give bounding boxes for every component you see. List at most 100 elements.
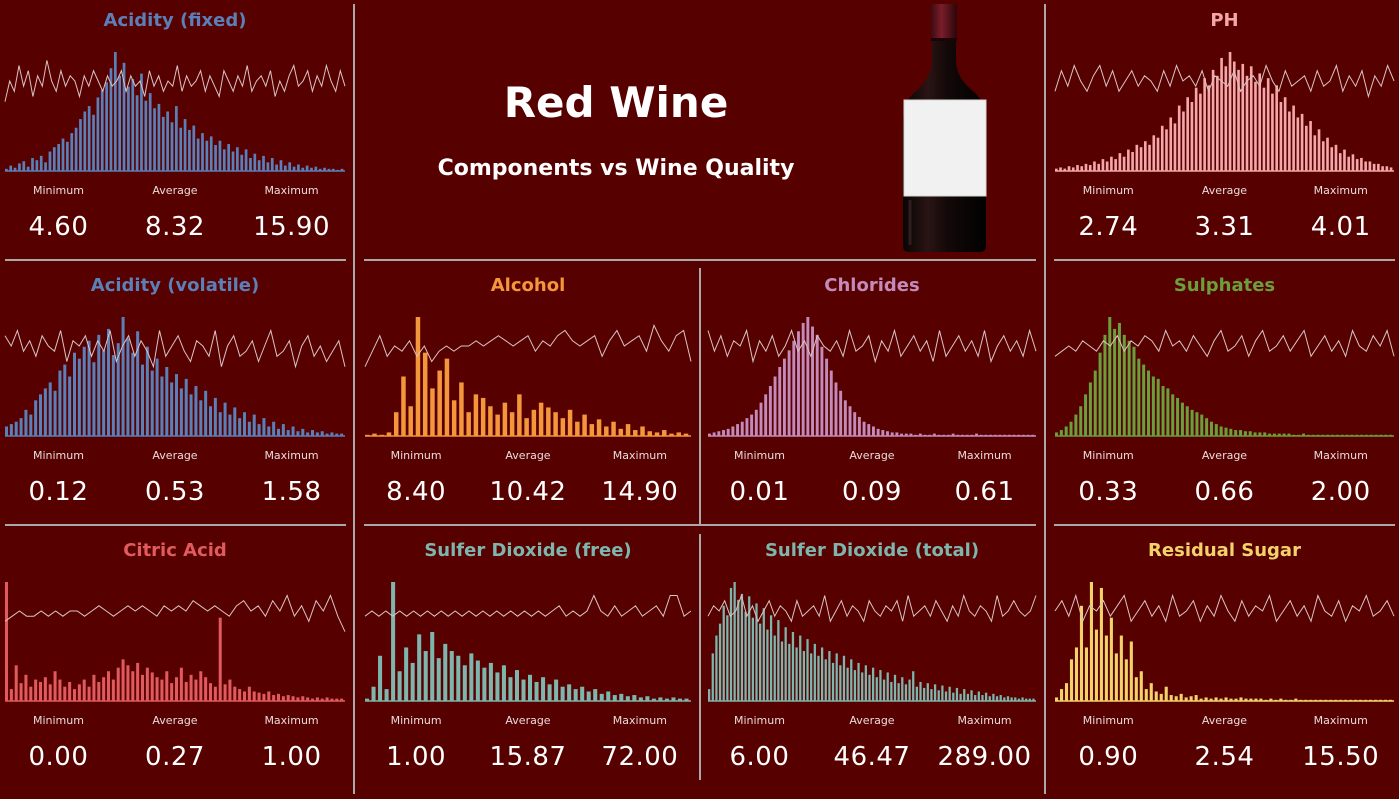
histogram-bar xyxy=(1174,696,1178,701)
histogram-bar xyxy=(1137,358,1141,436)
histogram-bar xyxy=(1283,97,1287,171)
histogram-bar xyxy=(1360,157,1363,171)
histogram-bar xyxy=(1003,434,1007,436)
histogram-bar xyxy=(1161,386,1165,436)
histogram-bar xyxy=(1055,168,1058,171)
divider-h-r2 xyxy=(1054,524,1395,526)
histogram-bar xyxy=(1245,75,1249,171)
histogram-bar xyxy=(266,162,270,171)
divider-right xyxy=(1044,4,1046,794)
histogram-bar xyxy=(1287,433,1291,436)
histogram-bar xyxy=(946,434,950,436)
histogram-bar xyxy=(127,86,130,171)
histogram-bar xyxy=(900,433,904,436)
histogram-bar xyxy=(423,651,428,701)
histogram-bar xyxy=(740,593,744,701)
histogram-bar xyxy=(989,434,993,436)
histogram-bar xyxy=(1338,153,1342,171)
divider-h-r1 xyxy=(1054,259,1395,261)
divider-h-c2 xyxy=(364,524,1036,526)
histogram-bar xyxy=(1117,322,1121,436)
histogram-bar xyxy=(824,659,827,701)
histogram-bar xyxy=(792,340,796,436)
histogram-bar xyxy=(754,409,758,436)
stat-max: Maximum 2.00 xyxy=(1281,449,1399,507)
histogram-bar xyxy=(1207,85,1211,171)
histogram-bar xyxy=(306,432,310,436)
stat-min: Minimum 0.12 xyxy=(0,449,118,507)
histogram-bar xyxy=(1084,647,1089,701)
histogram-bar xyxy=(1194,87,1198,171)
histogram-bar xyxy=(365,434,370,436)
stat-avg-value: 0.53 xyxy=(145,477,205,507)
histogram-bar xyxy=(1262,87,1266,171)
histogram-bar xyxy=(1345,434,1349,436)
stat-avg-value: 3.31 xyxy=(1194,212,1255,242)
stat-max: Maximum 1.00 xyxy=(232,714,352,772)
histogram-bar xyxy=(9,424,13,436)
histogram-bar xyxy=(923,434,927,436)
histogram-bar xyxy=(82,679,86,701)
histogram-bar xyxy=(61,138,65,171)
histogram-bar xyxy=(1334,144,1338,171)
histogram-bar xyxy=(872,426,875,436)
histogram-bar xyxy=(243,412,247,436)
stat-avg-label: Average xyxy=(1201,449,1248,462)
chart-title: Citric Acid xyxy=(123,540,227,561)
histogram-bar xyxy=(589,424,595,436)
histogram-bar xyxy=(1143,141,1147,171)
histogram-bar xyxy=(1010,697,1013,701)
histogram-bar xyxy=(867,424,871,436)
histogram-bar xyxy=(87,106,91,171)
histogram-bar xyxy=(53,671,57,701)
histogram-bar xyxy=(233,407,237,436)
histogram-bar xyxy=(811,326,814,436)
histogram-bar xyxy=(331,168,335,171)
histogram-bar xyxy=(77,684,81,701)
histogram-bar xyxy=(1243,431,1247,436)
histogram-bar xyxy=(937,690,940,701)
histogram-bar xyxy=(393,412,399,436)
quality-line xyxy=(1054,329,1395,358)
histogram-bar xyxy=(194,679,198,701)
histogram-bar xyxy=(131,79,135,171)
histogram-bar xyxy=(155,677,159,701)
histogram-bar xyxy=(1171,394,1175,436)
histogram-bar xyxy=(1364,699,1368,701)
histogram-bar xyxy=(415,317,421,436)
histogram-bar xyxy=(68,376,72,436)
histogram-bar xyxy=(102,350,106,436)
histogram-bar xyxy=(145,346,149,436)
histogram-bar xyxy=(63,364,67,436)
histogram-bar xyxy=(330,698,334,701)
histogram-bar xyxy=(806,639,809,701)
histogram-bar xyxy=(270,158,274,171)
histogram-bar xyxy=(531,409,537,436)
histogram-bar xyxy=(768,386,772,436)
histogram-bar xyxy=(567,409,573,436)
histogram-bar xyxy=(835,653,838,701)
histogram-bar xyxy=(1139,147,1143,171)
wine-bottle-icon xyxy=(903,4,987,252)
histogram-bar xyxy=(909,433,913,436)
histogram-bar xyxy=(1114,159,1117,171)
histogram-bar xyxy=(204,390,208,436)
panel-acidity-fixed: Acidity (fixed) Minimum 4.60 Average 8.32 Max… xyxy=(0,0,350,260)
histogram-bar xyxy=(1194,695,1198,701)
histogram-bar xyxy=(141,364,145,436)
histogram-bar xyxy=(179,127,183,171)
histogram-bar xyxy=(897,683,900,701)
stats-row: Minimum 0.33 Average 0.66 Maximum 2.00 xyxy=(1050,449,1399,519)
histogram-bar xyxy=(1369,434,1373,436)
histogram-bar xyxy=(839,390,843,436)
chart-title: Sulfer Dioxide (total) xyxy=(764,540,980,561)
histogram-bar xyxy=(228,414,232,436)
histogram-bar xyxy=(267,691,271,701)
histogram-bar xyxy=(73,352,77,436)
histogram-bar xyxy=(582,414,587,436)
histogram-bar xyxy=(1026,434,1030,436)
histogram-bar xyxy=(890,432,894,436)
histogram-bar xyxy=(243,691,247,701)
histogram-bar xyxy=(150,370,154,436)
histogram-bar xyxy=(252,414,256,436)
